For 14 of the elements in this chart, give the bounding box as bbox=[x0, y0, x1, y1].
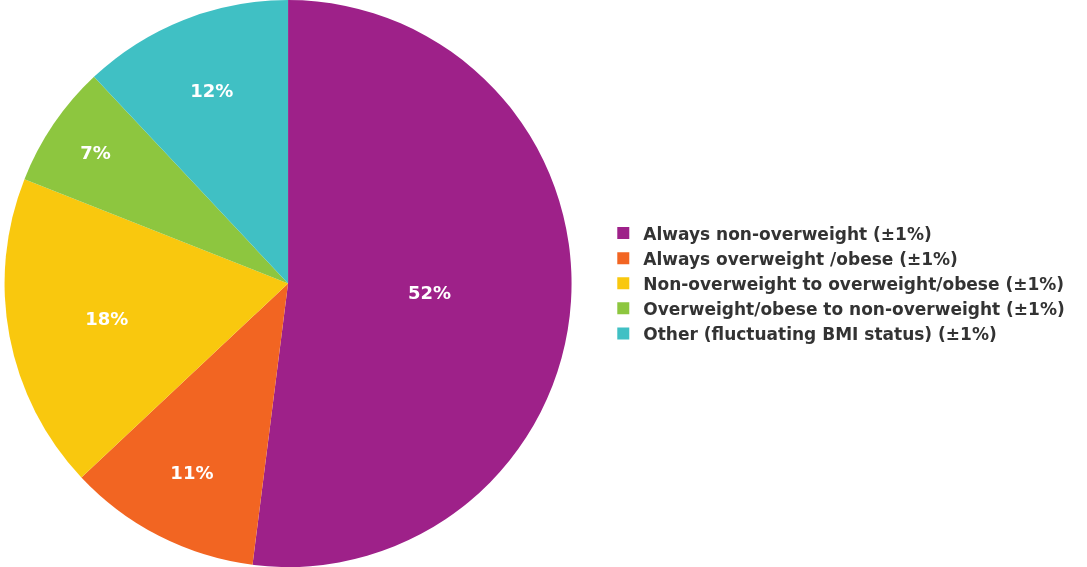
data-label: 11% bbox=[170, 461, 214, 483]
pie-slice bbox=[252, 0, 571, 567]
pie-slice bbox=[81, 283, 289, 565]
data-label: 52% bbox=[407, 281, 452, 303]
legend-label: Always non-overweight (±1%) bbox=[643, 223, 932, 244]
legend-label: Non-overweight to overweight/obese (±1%) bbox=[643, 273, 1065, 294]
data-label: 12% bbox=[190, 80, 234, 102]
legend-label: Always overweight /obese (±1%) bbox=[643, 248, 958, 269]
pie-slice bbox=[24, 76, 289, 284]
data-label: 18% bbox=[85, 307, 129, 329]
legend-label: Other (fluctuating BMI status) (±1%) bbox=[643, 324, 997, 345]
legend-label: Overweight/obese to non-overweight (±1%) bbox=[643, 298, 1065, 319]
data-label: 7% bbox=[80, 142, 111, 164]
pie-slice bbox=[4, 179, 289, 478]
